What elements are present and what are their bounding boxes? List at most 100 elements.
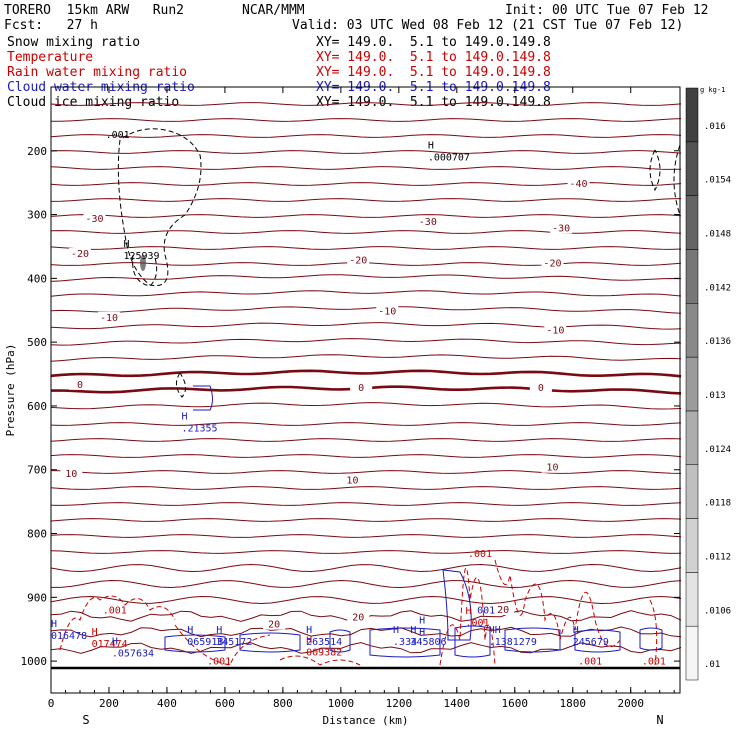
x-tick-label: 1000: [328, 697, 355, 710]
x-tick-label: 1600: [502, 697, 529, 710]
contour-value-label: .001: [468, 549, 492, 560]
isotherm-line: [50, 422, 682, 426]
x-tick-label: 200: [99, 697, 119, 710]
temperature-label: 10: [346, 475, 358, 486]
isotherm-line: [50, 518, 682, 522]
maximum-marker: H: [306, 635, 312, 646]
cloud-water-contour: [574, 629, 621, 653]
y-tick-label: 900: [27, 591, 47, 604]
y-tick-label: 300: [27, 209, 47, 222]
rain-water-contour: [279, 655, 361, 666]
contour-value-label: .001: [578, 656, 602, 667]
colorbar-unit: g kg-1: [700, 86, 725, 94]
maximum-marker: H: [306, 625, 312, 636]
isotherm-line: [50, 563, 682, 573]
isotherm-line: [50, 306, 682, 314]
maximum-value-label: .1381279: [489, 637, 537, 648]
temperature-label: -10: [546, 326, 564, 337]
legend-field-name: Temperature: [7, 50, 94, 65]
maximum-marker: H: [419, 616, 425, 627]
isotherm-line: [50, 322, 682, 330]
temperature-label-background: [492, 603, 515, 615]
maximum-value-label: .21355: [181, 423, 217, 434]
colorbar-segment: [685, 141, 699, 196]
temperature-label: 10: [65, 469, 77, 480]
y-tick-label: 700: [27, 464, 47, 477]
isotherm-line: [50, 486, 682, 490]
forecast-hour: Fcst: 27 h: [4, 18, 98, 33]
model-title: TORERO 15km ARW Run2: [4, 3, 185, 18]
colorbar-segment: [685, 249, 699, 304]
isotherm-line: [50, 550, 682, 554]
colorbar-segment: [685, 356, 699, 412]
y-tick-label: 200: [27, 145, 47, 158]
cloud-water-contour: [193, 385, 213, 411]
contour-value-label: .001: [103, 605, 127, 616]
temperature-label-background: [376, 305, 399, 317]
legend-cross-section-coords: XY= 149.0. 5.1 to 149.0.149.8: [316, 35, 551, 50]
cloud-water-contour: [369, 627, 441, 658]
temperature-label-background: [347, 254, 370, 266]
temperature-label-background: [350, 382, 373, 393]
colorbar-tick-label: .0148: [704, 230, 731, 240]
x-tick-label: 1200: [386, 697, 413, 710]
legend-field-name: Snow mixing ratio: [7, 35, 141, 50]
snow-contour: [117, 128, 202, 287]
temperature-label-background: [544, 324, 567, 336]
south-end-label: S: [82, 713, 89, 727]
temperature-label-background: [341, 474, 364, 486]
temperature-label: -20: [543, 259, 561, 270]
isotherm-line: [50, 166, 682, 170]
colorbar-segment: [685, 410, 699, 465]
isotherm-line: [50, 198, 682, 202]
temperature-label-background: [60, 468, 83, 480]
contour-value-label: .001: [207, 656, 231, 667]
isotherm-line: [50, 230, 682, 234]
maximum-value-label: 001: [477, 605, 495, 616]
isotherm-line: [50, 369, 682, 378]
maximum-value-label: .000707: [428, 152, 470, 163]
y-tick-label: 400: [27, 272, 47, 285]
colorbar-tick-label: .013: [704, 391, 726, 401]
isotherm-line: [50, 402, 682, 410]
colorbar-segment: [685, 303, 699, 358]
temperature-label: -20: [71, 249, 89, 260]
temperature-label: 20: [497, 605, 509, 616]
temperature-label-background: [347, 611, 370, 623]
isotherm-line: [50, 502, 682, 506]
colorbar-segment: [685, 195, 699, 250]
temperature-label-background: [541, 461, 564, 473]
isotherm-line: [50, 338, 682, 346]
isotherm-line: [50, 102, 682, 106]
colorbar-segment: [685, 87, 699, 143]
cloud-water-contour: [442, 569, 472, 641]
y-tick-label: 1000: [21, 655, 48, 668]
rain-water-contour: [649, 599, 658, 666]
cloud-water-contour: [454, 625, 491, 658]
maximum-value-label: 245679: [573, 637, 609, 648]
maximum-marker: H: [92, 627, 98, 638]
isotherm-line: [50, 290, 682, 297]
colorbar-segment: [685, 572, 699, 627]
maximum-value-label: 345172: [216, 637, 252, 648]
isotherm-line: [51, 579, 682, 589]
temperature-label: 10: [546, 463, 558, 474]
x-tick-label: 1800: [560, 697, 587, 710]
cloud-water-contour: [164, 634, 226, 653]
maximum-value-label: 125939: [123, 251, 159, 262]
maximum-marker: H: [216, 625, 222, 636]
cloud-water-contour: [329, 629, 351, 653]
snow-contour: [673, 144, 681, 216]
maximum-marker: H: [51, 619, 57, 630]
temperature-label: 20: [352, 613, 364, 624]
maximum-marker: HH: [489, 625, 501, 636]
maximum-value-label: .057634: [112, 649, 154, 660]
plot-frame: [50, 86, 681, 694]
legend-field-name: Cloud ice mixing ratio: [7, 95, 180, 110]
temperature-label-background: [83, 212, 106, 224]
temperature-label: -40: [570, 179, 588, 190]
colorbar-tick-label: .01: [704, 660, 720, 670]
maximum-marker: H: [123, 239, 129, 250]
temperature-label-background: [263, 618, 286, 630]
y-tick-label: 600: [27, 400, 47, 413]
